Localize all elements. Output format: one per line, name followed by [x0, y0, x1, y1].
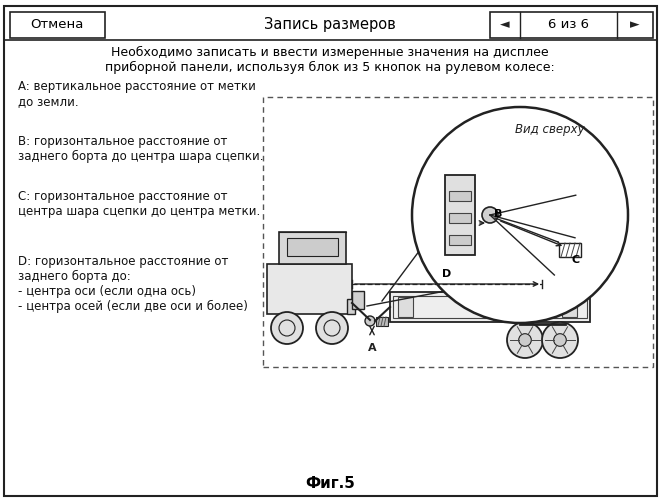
FancyBboxPatch shape: [4, 6, 657, 496]
Text: Фиг.5: Фиг.5: [305, 476, 355, 492]
FancyBboxPatch shape: [562, 297, 577, 317]
FancyBboxPatch shape: [390, 292, 590, 322]
Text: C: горизонтальное расстояние от
центра шара сцепки до центра метки.: C: горизонтальное расстояние от центра ш…: [18, 190, 260, 218]
Circle shape: [519, 334, 531, 346]
FancyBboxPatch shape: [445, 175, 475, 255]
Circle shape: [542, 322, 578, 358]
FancyBboxPatch shape: [449, 191, 471, 201]
Text: Запись размеров: Запись размеров: [264, 18, 396, 32]
FancyBboxPatch shape: [490, 12, 653, 38]
Circle shape: [316, 312, 348, 344]
FancyBboxPatch shape: [263, 97, 653, 367]
FancyBboxPatch shape: [449, 235, 471, 245]
Circle shape: [482, 207, 498, 223]
FancyBboxPatch shape: [449, 213, 471, 223]
Circle shape: [507, 322, 543, 358]
Text: 6 из 6: 6 из 6: [547, 18, 588, 32]
FancyBboxPatch shape: [352, 291, 364, 309]
Text: D: D: [442, 269, 451, 279]
FancyBboxPatch shape: [559, 243, 581, 257]
FancyBboxPatch shape: [376, 317, 388, 326]
FancyBboxPatch shape: [10, 12, 105, 38]
Text: ◄: ◄: [500, 18, 510, 32]
Text: C: C: [572, 255, 580, 265]
Text: Необходимо записать и ввести измеренные значения на дисплее
приборной панели, ис: Необходимо записать и ввести измеренные …: [105, 46, 555, 74]
Circle shape: [412, 107, 628, 323]
FancyBboxPatch shape: [267, 264, 352, 314]
FancyBboxPatch shape: [287, 238, 338, 256]
Text: Отмена: Отмена: [30, 18, 84, 32]
FancyBboxPatch shape: [279, 232, 346, 264]
Text: A: вертикальное расстояние от метки
до земли.: A: вертикальное расстояние от метки до з…: [18, 80, 256, 108]
Text: Вид сверху: Вид сверху: [515, 122, 585, 136]
Text: A: A: [368, 343, 376, 353]
Text: B: B: [494, 209, 502, 219]
FancyBboxPatch shape: [398, 297, 413, 317]
Circle shape: [365, 316, 375, 326]
Circle shape: [554, 334, 566, 346]
Circle shape: [271, 312, 303, 344]
Text: B: горизонтальное расстояние от
заднего борта до центра шара сцепки.: B: горизонтальное расстояние от заднего …: [18, 135, 264, 163]
FancyBboxPatch shape: [347, 299, 355, 314]
Text: D: горизонтальное расстояние от
заднего борта до:
- центра оси (если одна ось)
-: D: горизонтальное расстояние от заднего …: [18, 255, 248, 313]
Text: ►: ►: [630, 18, 640, 32]
FancyBboxPatch shape: [393, 296, 587, 318]
